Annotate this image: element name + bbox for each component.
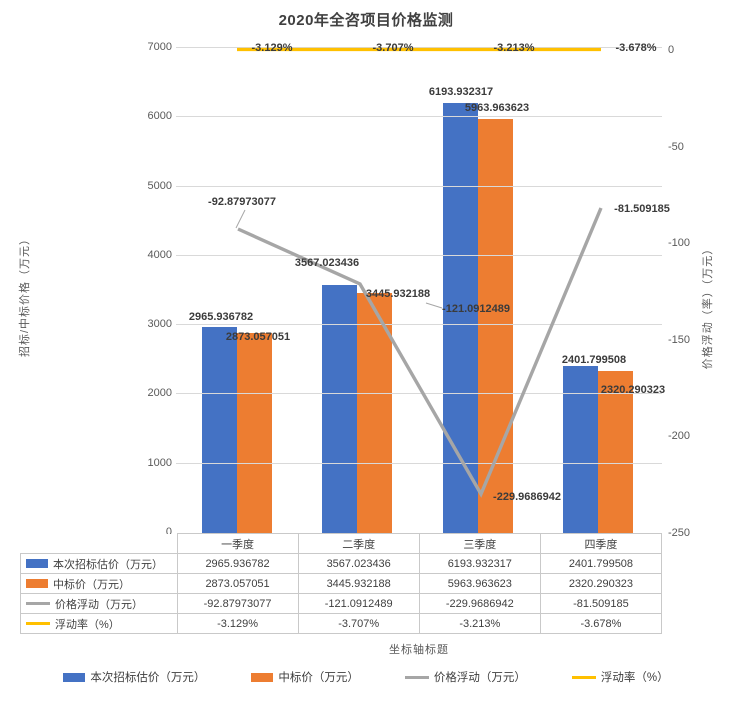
estimate-swatch-icon <box>63 672 86 682</box>
table-cell: -121.0912489 <box>297 593 420 614</box>
rate-swatch-icon <box>26 622 50 625</box>
left-axis-tick: 7000 <box>147 41 172 53</box>
left-axis-title: 招标/中标价格（万元） <box>19 232 31 358</box>
right-axis-tick: -250 <box>668 527 691 539</box>
estimate-label-q2: 3567.023436 <box>294 257 360 269</box>
table-cell: 6193.932317 <box>418 553 541 574</box>
fluctuation-label-q1: -92.87973077 <box>208 196 276 208</box>
left-axis-tick: 5000 <box>147 180 172 192</box>
legend-item-winning: 中标价（万元） <box>251 669 359 685</box>
estimate-label-q4: 2401.799508 <box>561 354 627 366</box>
table-cell: 3445.932188 <box>297 573 420 594</box>
estimate-label-q1: 2965.936782 <box>188 311 254 323</box>
right-axis-title: 价格浮动（率）（万元） <box>702 242 714 370</box>
table-corner-cell <box>20 533 177 554</box>
category-header-q1: 一季度 <box>176 533 299 554</box>
bar-winning-q1 <box>237 333 272 533</box>
chart-title: 2020年全咨项目价格监测 <box>278 12 454 29</box>
row-label-winning: 中标价（万元） <box>20 573 178 594</box>
rate-label-q4: -3.678% <box>615 42 657 54</box>
bar-winning-q2 <box>357 293 392 533</box>
right-axis-tick: -150 <box>668 334 691 346</box>
table-cell: 5963.963623 <box>418 573 541 594</box>
table-cell: 2401.799508 <box>539 553 663 574</box>
left-axis-tick: 0 <box>165 526 172 538</box>
table-cell: 2320.290323 <box>539 573 663 594</box>
category-header-q2: 二季度 <box>297 533 420 554</box>
bar-estimate-q1 <box>202 327 237 533</box>
table-row: 浮动率（%） -3.129% -3.707% -3.213% -3.678% <box>20 613 663 634</box>
row-label-text: 中标价（万元） <box>53 578 130 591</box>
row-label-fluctuation: 价格浮动（万元） <box>20 593 178 614</box>
table-cell: -3.213% <box>418 613 541 634</box>
row-label-text: 本次招标估价（万元） <box>53 558 163 571</box>
right-axis-tick: 0 <box>668 44 675 56</box>
winning-swatch-icon <box>26 579 48 588</box>
right-axis-tick: -50 <box>668 141 684 153</box>
table-cell: 2965.936782 <box>176 553 299 574</box>
table-cell: -3.129% <box>176 613 299 634</box>
right-axis-tick: -100 <box>668 237 691 249</box>
left-axis-tick: 6000 <box>147 110 172 122</box>
table-cell: -3.678% <box>539 613 663 634</box>
row-label-text: 价格浮动（万元） <box>55 598 143 611</box>
fluctuation-swatch-icon <box>404 675 429 679</box>
label-leader-line <box>425 302 443 309</box>
table-row: 本次招标估价（万元） 2965.936782 3567.023436 6193.… <box>20 553 663 574</box>
label-leader-line <box>235 209 246 229</box>
rate-label-q3: -3.213% <box>493 42 535 54</box>
category-header-q3: 三季度 <box>418 533 541 554</box>
left-axis-tick: 2000 <box>147 387 172 399</box>
legend-label: 浮动率（%） <box>600 672 669 684</box>
estimate-label-q3: 6193.932317 <box>428 86 494 98</box>
fluctuation-label-q4: -81.509185 <box>614 203 670 215</box>
bar-estimate-q2 <box>322 285 357 533</box>
data-table: 一季度 二季度 三季度 四季度 本次招标估价（万元） 2965.936782 3… <box>20 533 663 634</box>
rate-label-q1: -3.129% <box>251 42 293 54</box>
legend-label: 本次招标估价（万元） <box>90 672 206 684</box>
winning-swatch-icon <box>251 672 274 682</box>
fluctuation-swatch-icon <box>26 602 50 605</box>
table-row: 中标价（万元） 2873.057051 3445.932188 5963.963… <box>20 573 663 594</box>
fluctuation-label-q3: -229.9686942 <box>493 491 561 503</box>
x-axis-title: 坐标轴标题 <box>389 644 449 656</box>
table-row: 价格浮动（万元） -92.87973077 -121.0912489 -229.… <box>20 593 663 614</box>
legend-item-rate: 浮动率（%） <box>571 669 669 685</box>
bar-estimate-q4 <box>563 366 598 533</box>
estimate-swatch-icon <box>26 559 48 568</box>
row-label-text: 浮动率（%） <box>55 618 120 631</box>
left-axis-tick: 3000 <box>147 318 172 330</box>
left-axis-tick: 1000 <box>147 457 172 469</box>
table-cell: -229.9686942 <box>418 593 541 614</box>
table-cell: 2873.057051 <box>176 573 299 594</box>
legend-label: 中标价（万元） <box>278 672 359 684</box>
winning-label-q2: 3445.932188 <box>365 288 431 300</box>
table-cell: -3.707% <box>297 613 420 634</box>
bar-winning-q3 <box>478 119 513 533</box>
bar-winning-q4 <box>598 371 633 533</box>
legend-label: 价格浮动（万元） <box>433 672 526 684</box>
winning-label-q4: 2320.290323 <box>600 384 666 396</box>
right-axis-tick: -200 <box>668 430 691 442</box>
winning-label-q1: 2873.057051 <box>225 331 291 343</box>
table-cell: 3567.023436 <box>297 553 420 574</box>
row-label-rate: 浮动率（%） <box>20 613 178 634</box>
fluctuation-label-q2: -121.0912489 <box>442 303 510 315</box>
table-cell: -81.509185 <box>539 593 663 614</box>
legend-item-estimate: 本次招标估价（万元） <box>63 669 205 685</box>
rate-swatch-icon <box>571 675 596 679</box>
category-header-q4: 四季度 <box>539 533 663 554</box>
left-axis-tick: 4000 <box>147 249 172 261</box>
bar-estimate-q3 <box>443 103 478 533</box>
row-label-estimate: 本次招标估价（万元） <box>20 553 178 574</box>
rate-label-q2: -3.707% <box>372 42 414 54</box>
legend-item-fluctuation: 价格浮动（万元） <box>404 669 526 685</box>
fluctuation-line <box>237 207 603 498</box>
chart-legend: 本次招标估价（万元） 中标价（万元） 价格浮动（万元） 浮动率（%） <box>0 669 732 685</box>
winning-label-q3: 5963.963623 <box>464 102 530 114</box>
table-header-row: 一季度 二季度 三季度 四季度 <box>20 533 663 554</box>
table-cell: -92.87973077 <box>176 593 299 614</box>
